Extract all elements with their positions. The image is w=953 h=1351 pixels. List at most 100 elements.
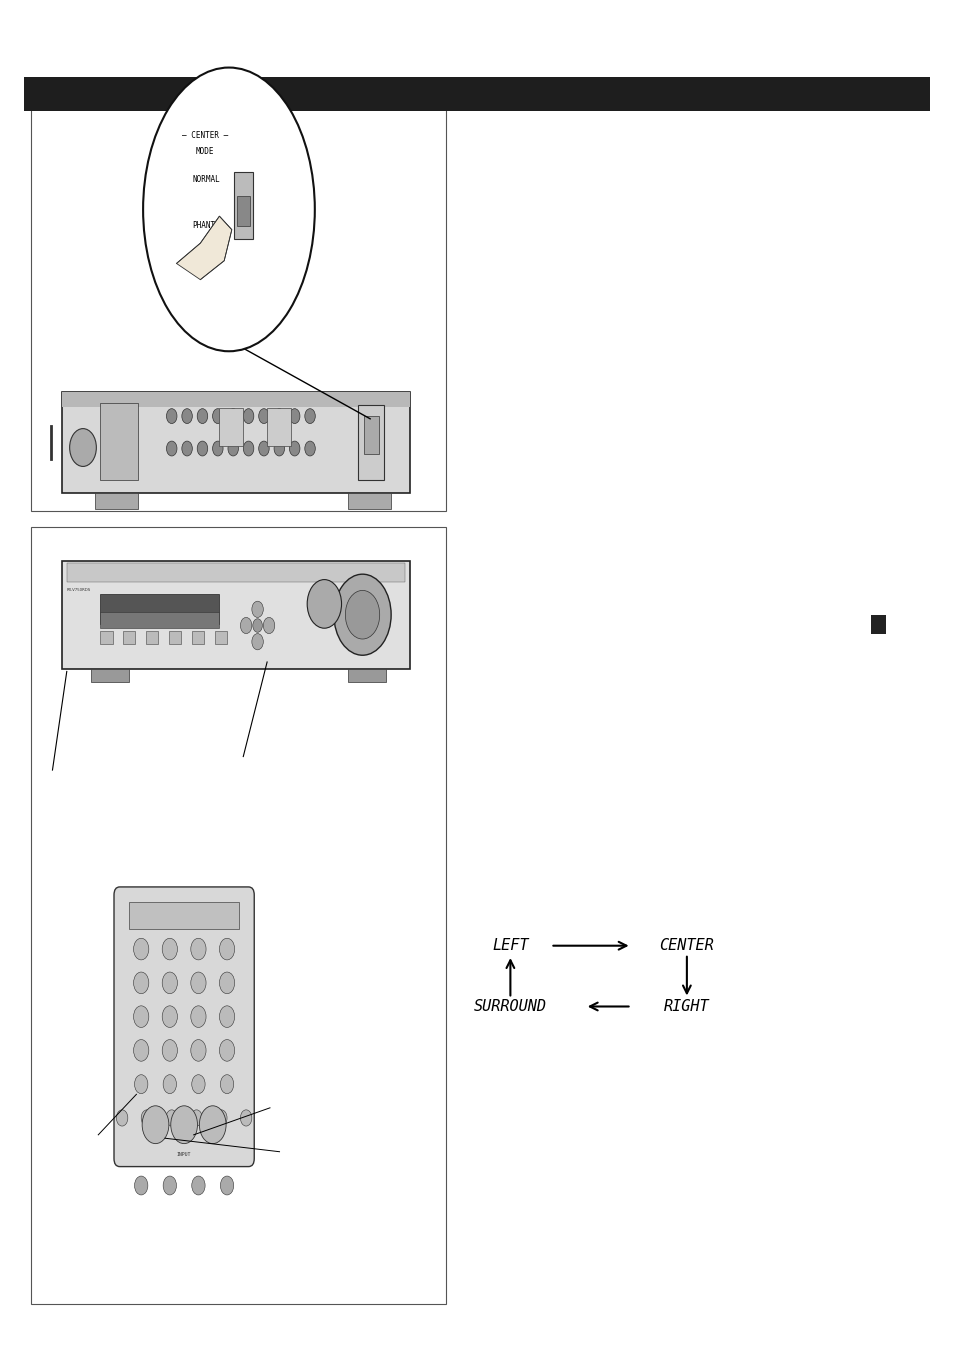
Circle shape: [70, 428, 96, 466]
Bar: [214, 631, 227, 644]
Bar: [100, 403, 138, 480]
Circle shape: [304, 440, 314, 457]
Circle shape: [219, 1040, 234, 1062]
Circle shape: [220, 1075, 233, 1094]
Bar: [62, 561, 410, 669]
Circle shape: [252, 634, 263, 650]
Circle shape: [220, 1175, 233, 1194]
Circle shape: [197, 440, 208, 457]
Bar: [95, 493, 138, 509]
Circle shape: [191, 1111, 202, 1127]
Bar: [100, 631, 112, 644]
Bar: [267, 408, 291, 446]
Text: INPUT: INPUT: [176, 1152, 192, 1156]
Circle shape: [141, 1111, 152, 1127]
Circle shape: [171, 1105, 197, 1143]
Text: RX-V750RDS: RX-V750RDS: [67, 589, 91, 592]
Text: LEFT: LEFT: [492, 938, 528, 954]
Circle shape: [191, 1005, 206, 1028]
Circle shape: [162, 973, 177, 994]
Bar: [30, 527, 445, 1304]
Bar: [364, 416, 378, 454]
Circle shape: [163, 1175, 176, 1194]
Text: CENTER: CENTER: [659, 938, 714, 954]
Circle shape: [228, 440, 238, 457]
Bar: [236, 196, 250, 226]
Circle shape: [289, 440, 299, 457]
Bar: [62, 392, 410, 407]
Circle shape: [134, 1075, 148, 1094]
Circle shape: [162, 1040, 177, 1062]
Text: RIGHT: RIGHT: [663, 998, 709, 1015]
Circle shape: [243, 440, 253, 457]
Circle shape: [182, 408, 193, 424]
Text: — CENTER —: — CENTER —: [182, 131, 228, 139]
Circle shape: [304, 408, 314, 424]
Circle shape: [274, 440, 284, 457]
Circle shape: [162, 939, 177, 959]
Circle shape: [191, 973, 206, 994]
Circle shape: [307, 580, 341, 628]
Circle shape: [258, 440, 269, 457]
Circle shape: [163, 1075, 176, 1094]
Text: SURROUND: SURROUND: [474, 998, 546, 1015]
Circle shape: [197, 408, 208, 424]
Circle shape: [162, 1005, 177, 1028]
Bar: [357, 405, 384, 480]
Circle shape: [219, 1005, 234, 1028]
Circle shape: [191, 1040, 206, 1062]
Bar: [130, 902, 238, 929]
Circle shape: [116, 1111, 128, 1127]
Circle shape: [240, 1111, 252, 1127]
Circle shape: [182, 440, 193, 457]
Circle shape: [345, 590, 379, 639]
Bar: [348, 669, 386, 682]
Circle shape: [166, 440, 176, 457]
Circle shape: [199, 1105, 226, 1143]
Bar: [348, 493, 391, 509]
Polygon shape: [176, 216, 232, 280]
Bar: [169, 631, 181, 644]
Text: YAMAHA: YAMAHA: [67, 571, 91, 577]
Circle shape: [134, 1175, 148, 1194]
Circle shape: [243, 408, 253, 424]
Circle shape: [142, 1105, 169, 1143]
Circle shape: [334, 574, 391, 655]
Circle shape: [133, 973, 149, 994]
Circle shape: [191, 939, 206, 959]
Bar: [67, 563, 405, 582]
Circle shape: [274, 408, 284, 424]
Circle shape: [133, 1005, 149, 1028]
Circle shape: [219, 973, 234, 994]
Bar: [123, 631, 135, 644]
Circle shape: [263, 617, 274, 634]
Circle shape: [166, 408, 176, 424]
Bar: [91, 669, 129, 682]
Circle shape: [253, 619, 262, 632]
Bar: [219, 408, 243, 446]
Circle shape: [213, 408, 223, 424]
Circle shape: [192, 1075, 205, 1094]
Bar: [233, 172, 253, 239]
Bar: [870, 615, 885, 634]
Bar: [100, 594, 219, 624]
Text: MODE: MODE: [195, 147, 214, 155]
Circle shape: [228, 408, 238, 424]
Bar: [146, 631, 158, 644]
Circle shape: [166, 1111, 177, 1127]
Bar: [192, 631, 204, 644]
Circle shape: [219, 939, 234, 959]
Circle shape: [215, 1111, 227, 1127]
Circle shape: [252, 601, 263, 617]
Circle shape: [258, 408, 269, 424]
Bar: [62, 392, 410, 493]
Text: NORMAL: NORMAL: [193, 176, 220, 184]
Bar: [100, 612, 219, 628]
Circle shape: [240, 617, 252, 634]
Circle shape: [289, 408, 299, 424]
Ellipse shape: [143, 68, 314, 351]
Circle shape: [213, 440, 223, 457]
Circle shape: [133, 1040, 149, 1062]
Bar: [24, 77, 929, 111]
Text: PHANTOM: PHANTOM: [193, 222, 225, 230]
